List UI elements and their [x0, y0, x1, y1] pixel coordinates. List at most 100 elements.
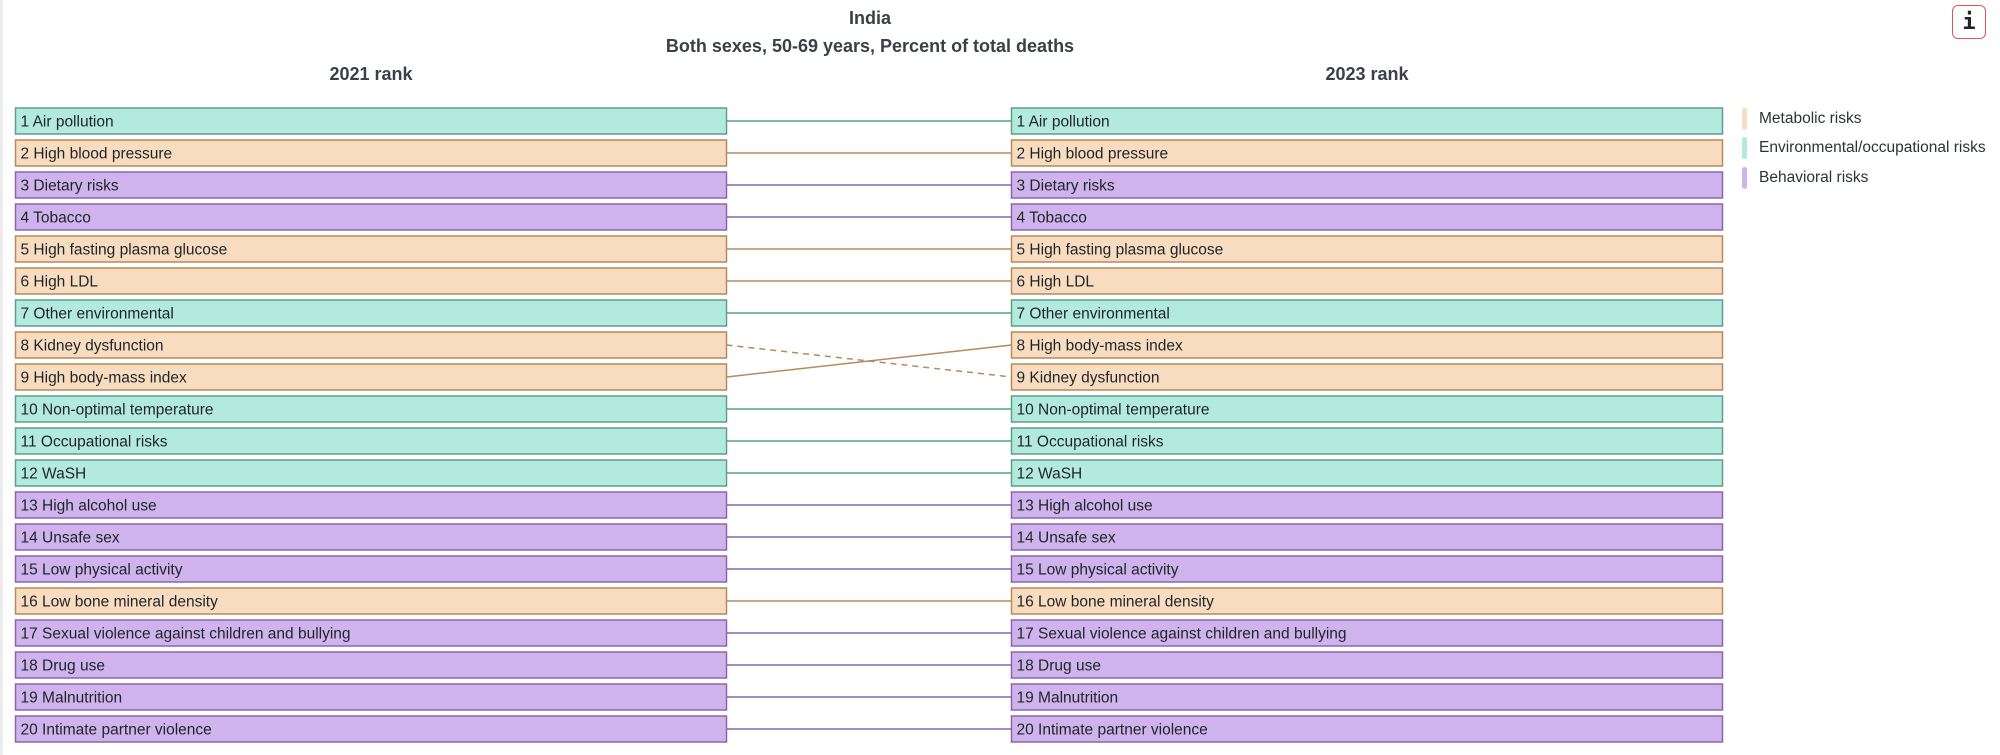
right-bar-label: 12 WaSH	[1017, 466, 1083, 483]
left-bar-label: 11 Occupational risks	[21, 434, 168, 451]
right-bar-rect	[1010, 139, 1724, 167]
left-bar-rect	[14, 299, 728, 327]
left-rank-bar-6[interactable]: 6 High LDL	[14, 267, 728, 295]
right-rank-bar-12[interactable]: 12 WaSH	[1010, 459, 1724, 487]
left-bar-rect	[14, 331, 728, 359]
left-rank-bar-5[interactable]: 5 High fasting plasma glucose	[14, 235, 728, 263]
right-bar-label: 18 Drug use	[1017, 658, 1101, 675]
left-bar-rect	[14, 715, 728, 743]
left-bar-label: 16 Low bone mineral density	[21, 594, 219, 611]
left-bar-label: 5 High fasting plasma glucose	[21, 242, 228, 259]
right-rank-bar-17[interactable]: 17 Sexual violence against children and …	[1010, 619, 1724, 647]
right-bar-label: 19 Malnutrition	[1017, 690, 1119, 707]
right-rank-bar-8[interactable]: 8 High body-mass index	[1010, 331, 1724, 359]
left-bar-label: 1 Air pollution	[21, 114, 114, 131]
right-bar-rect	[1010, 363, 1724, 391]
left-bar-rect	[14, 203, 728, 231]
right-rank-bar-11[interactable]: 11 Occupational risks	[1010, 427, 1724, 455]
left-rank-bar-9[interactable]: 9 High body-mass index	[14, 363, 728, 391]
left-bar-rect	[14, 619, 728, 647]
left-rank-bar-4[interactable]: 4 Tobacco	[14, 203, 728, 231]
left-rank-bar-10[interactable]: 10 Non-optimal temperature	[14, 395, 728, 423]
right-bar-rect	[1010, 299, 1724, 327]
right-bar-rect	[1010, 331, 1724, 359]
left-bar-rect	[14, 491, 728, 519]
left-edge-divider	[0, 0, 3, 755]
left-rank-bar-14[interactable]: 14 Unsafe sex	[14, 523, 728, 551]
right-bar-rect	[1010, 555, 1724, 583]
right-rank-bar-20[interactable]: 20 Intimate partner violence	[1010, 715, 1724, 743]
right-bar-rect	[1010, 651, 1724, 679]
left-bar-label: 20 Intimate partner violence	[21, 722, 212, 739]
right-bar-label: 13 High alcohol use	[1017, 498, 1153, 515]
connector-high-body-mass-index	[726, 344, 1012, 378]
left-rank-bar-18[interactable]: 18 Drug use	[14, 651, 728, 679]
right-rank-bar-4[interactable]: 4 Tobacco	[1010, 203, 1724, 231]
chart-title: India	[848, 8, 891, 28]
right-rank-bar-1[interactable]: 1 Air pollution	[1010, 107, 1724, 135]
right-rank-bar-9[interactable]: 9 Kidney dysfunction	[1010, 363, 1724, 391]
right-rank-bar-7[interactable]: 7 Other environmental	[1010, 299, 1724, 327]
left-column-header: 2021 rank	[329, 64, 413, 84]
left-bar-rect	[14, 587, 728, 615]
right-bar-label: 3 Dietary risks	[1017, 178, 1115, 195]
left-bar-rect	[14, 427, 728, 455]
right-bar-rect	[1010, 459, 1724, 487]
right-bar-label: 15 Low physical activity	[1017, 562, 1179, 579]
left-bar-label: 13 High alcohol use	[21, 498, 157, 515]
right-bar-rect	[1010, 171, 1724, 199]
left-rank-bar-15[interactable]: 15 Low physical activity	[14, 555, 728, 583]
left-rank-bar-19[interactable]: 19 Malnutrition	[14, 683, 728, 711]
left-rank-bar-8[interactable]: 8 Kidney dysfunction	[14, 331, 728, 359]
legend-label-environmental: Environmental/occupational risks	[1759, 139, 1986, 157]
left-rank-bar-3[interactable]: 3 Dietary risks	[14, 171, 728, 199]
left-rank-bar-11[interactable]: 11 Occupational risks	[14, 427, 728, 455]
right-rank-bar-19[interactable]: 19 Malnutrition	[1010, 683, 1724, 711]
left-bar-label: 18 Drug use	[21, 658, 105, 675]
left-rank-bar-16[interactable]: 16 Low bone mineral density	[14, 587, 728, 615]
right-bar-label: 6 High LDL	[1017, 274, 1095, 291]
left-rank-bar-1[interactable]: 1 Air pollution	[14, 107, 728, 135]
legend-item-metabolic[interactable]: Metabolic risks	[1742, 104, 1986, 134]
right-bar-label: 5 High fasting plasma glucose	[1017, 242, 1224, 259]
right-bar-label: 10 Non-optimal temperature	[1017, 402, 1210, 419]
right-bar-label: 1 Air pollution	[1017, 114, 1110, 131]
right-rank-bar-5[interactable]: 5 High fasting plasma glucose	[1010, 235, 1724, 263]
right-bar-label: 7 Other environmental	[1017, 306, 1170, 323]
right-rank-bar-15[interactable]: 15 Low physical activity	[1010, 555, 1724, 583]
right-bar-rect	[1010, 395, 1724, 423]
left-bar-rect	[14, 171, 728, 199]
right-rank-bar-10[interactable]: 10 Non-optimal temperature	[1010, 395, 1724, 423]
right-bar-rect	[1010, 427, 1724, 455]
left-bar-rect	[14, 651, 728, 679]
legend-item-behavioral[interactable]: Behavioral risks	[1742, 163, 1986, 193]
left-bar-label: 6 High LDL	[21, 274, 99, 291]
right-bar-rect	[1010, 491, 1724, 519]
right-bar-rect	[1010, 683, 1724, 711]
right-bar-rect	[1010, 203, 1724, 231]
left-rank-bar-12[interactable]: 12 WaSH	[14, 459, 728, 487]
left-rank-bar-13[interactable]: 13 High alcohol use	[14, 491, 728, 519]
chart-subtitle: Both sexes, 50-69 years, Percent of tota…	[665, 36, 1075, 56]
right-bar-label: 14 Unsafe sex	[1017, 530, 1116, 547]
right-rank-bar-6[interactable]: 6 High LDL	[1010, 267, 1724, 295]
right-bar-label: 4 Tobacco	[1017, 210, 1087, 227]
right-rank-bar-14[interactable]: 14 Unsafe sex	[1010, 523, 1724, 551]
right-rank-bar-16[interactable]: 16 Low bone mineral density	[1010, 587, 1724, 615]
right-bar-label: 20 Intimate partner violence	[1017, 722, 1208, 739]
right-rank-bar-18[interactable]: 18 Drug use	[1010, 651, 1724, 679]
info-button[interactable]: i	[1952, 5, 1986, 39]
left-bar-rect	[14, 555, 728, 583]
right-rank-bar-3[interactable]: 3 Dietary risks	[1010, 171, 1724, 199]
left-rank-bar-17[interactable]: 17 Sexual violence against children and …	[14, 619, 728, 647]
left-rank-bar-2[interactable]: 2 High blood pressure	[14, 139, 728, 167]
left-bar-rect	[14, 363, 728, 391]
right-rank-bar-2[interactable]: 2 High blood pressure	[1010, 139, 1724, 167]
left-rank-bar-20[interactable]: 20 Intimate partner violence	[14, 715, 728, 743]
legend-item-environmental[interactable]: Environmental/occupational risks	[1742, 134, 1986, 164]
left-bar-rect	[14, 139, 728, 167]
left-rank-bar-7[interactable]: 7 Other environmental	[14, 299, 728, 327]
right-bar-label: 9 Kidney dysfunction	[1017, 370, 1160, 387]
right-rank-bar-13[interactable]: 13 High alcohol use	[1010, 491, 1724, 519]
right-bar-rect	[1010, 235, 1724, 263]
